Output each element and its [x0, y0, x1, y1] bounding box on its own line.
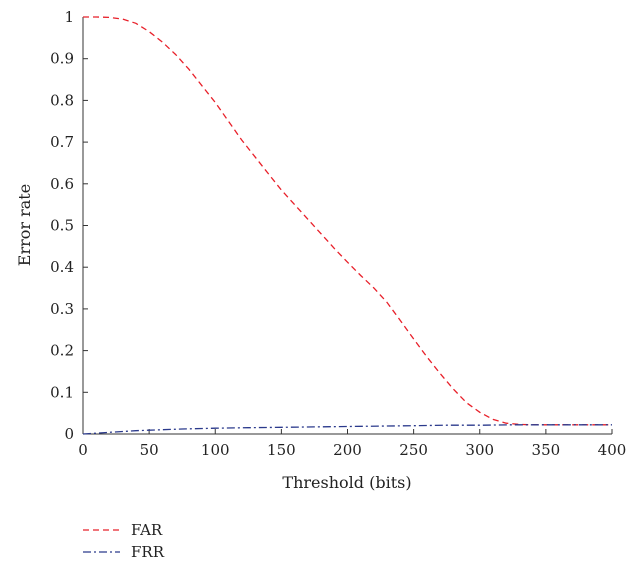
series-layer — [82, 16, 612, 435]
x-axis-title: Threshold (bits) — [282, 473, 411, 492]
x-tick-label: 100 — [201, 441, 230, 459]
legend: FAR FRR — [83, 521, 165, 561]
y-axis-title: Error rate — [15, 184, 34, 266]
x-tick-label: 0 — [78, 441, 88, 459]
y-tick-label: 0.5 — [50, 217, 74, 235]
x-tick-label: 400 — [598, 441, 627, 459]
y-tick-label: 0.3 — [50, 300, 74, 318]
y-tick-label: 0.1 — [50, 383, 74, 401]
y-ticks: 0 0.1 0.2 0.3 0.4 0.5 0.6 0.7 0.8 0.9 1 — [50, 8, 88, 443]
plot-area — [82, 17, 612, 435]
y-tick-label: 0.8 — [50, 91, 74, 109]
y-tick-label: 0.7 — [50, 133, 74, 151]
y-tick-label: 0.2 — [50, 342, 74, 360]
x-tick-label: 350 — [532, 441, 561, 459]
legend-label-frr: FRR — [131, 543, 165, 561]
y-tick-label: 0 — [64, 425, 74, 443]
x-ticks: 0 50 100 150 200 250 300 350 400 — [78, 429, 626, 459]
x-tick-label: 150 — [267, 441, 296, 459]
series-line-far — [83, 16, 612, 426]
legend-label-far: FAR — [131, 521, 163, 539]
series-line-frr — [82, 424, 612, 435]
x-tick-label: 200 — [333, 441, 362, 459]
y-tick-label: 1 — [64, 8, 74, 26]
y-tick-label: 0.6 — [50, 175, 74, 193]
x-tick-label: 50 — [140, 441, 159, 459]
y-tick-label: 0.4 — [50, 258, 74, 276]
x-tick-label: 300 — [465, 441, 494, 459]
x-tick-label: 250 — [399, 441, 428, 459]
y-tick-label: 0.9 — [50, 50, 74, 68]
